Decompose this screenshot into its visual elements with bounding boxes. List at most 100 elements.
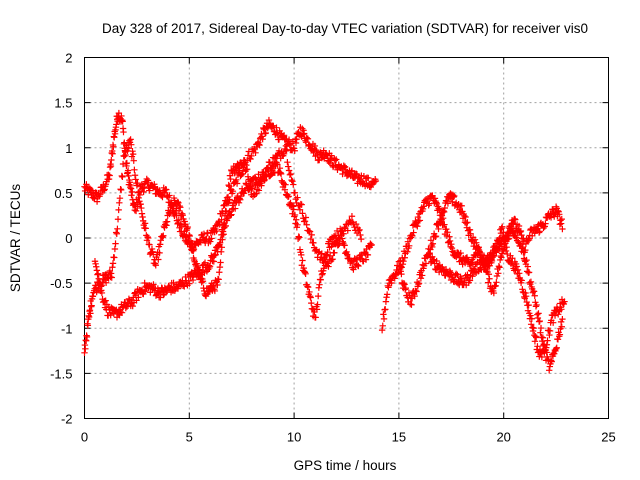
data-point-track-b [198, 279, 205, 286]
data-point-track-e [541, 223, 548, 230]
data-point-track-e [549, 206, 556, 213]
data-point-track-a [229, 187, 237, 195]
x-tick-label: 5 [186, 430, 193, 445]
data-point-track-e [475, 244, 482, 251]
data-point-track-a [265, 116, 273, 124]
data-point-track-d [414, 223, 421, 230]
data-point-track-a [144, 177, 152, 184]
data-point-track-b [108, 274, 115, 281]
data-point-track-c [330, 240, 337, 248]
data-point-track-c [193, 273, 201, 280]
data-point-track-b [117, 186, 124, 193]
data-point-track-f [534, 311, 541, 318]
data-point-track-d [534, 343, 541, 350]
data-point-track-d [527, 312, 534, 319]
data-point-track-d [409, 232, 416, 240]
data-point-track-a [151, 181, 158, 188]
data-point-track-e [554, 207, 562, 215]
data-point-track-e [429, 243, 436, 251]
x-tick-label: 10 [287, 430, 301, 445]
data-point-track-a [304, 135, 312, 142]
data-point-track-b [128, 141, 135, 148]
data-point-track-c [350, 266, 357, 273]
data-point-track-a [341, 164, 348, 171]
data-point-track-a [119, 118, 126, 125]
data-point-track-e [397, 268, 404, 275]
data-point-track-c [96, 279, 103, 287]
data-point-track-a [105, 175, 113, 183]
data-point-track-a [327, 156, 334, 163]
data-point-track-c [240, 189, 248, 197]
data-point-track-e [440, 208, 448, 216]
data-point-track-e [486, 275, 493, 282]
data-point-track-d [532, 333, 539, 340]
data-point-track-d [561, 298, 568, 305]
data-point-track-c [129, 302, 136, 310]
data-point-track-b [115, 206, 122, 214]
data-point-track-b [225, 181, 232, 189]
y-tick-label: -2 [61, 412, 73, 427]
data-point-track-d [383, 294, 390, 301]
data-point-track-a [90, 194, 98, 202]
data-point-track-a [102, 181, 110, 188]
data-point-track-c [295, 233, 302, 240]
data-point-track-e [495, 263, 503, 270]
data-point-track-a [256, 141, 263, 149]
data-point-track-b [87, 310, 94, 317]
data-point-track-c [323, 252, 330, 260]
data-point-track-b [156, 241, 164, 248]
data-point-track-a [252, 149, 259, 157]
data-point-track-e [444, 200, 452, 207]
data-point-track-b [325, 263, 332, 270]
data-point-track-b [113, 230, 120, 237]
data-point-track-f [535, 310, 542, 317]
data-point-track-c [307, 294, 314, 301]
data-point-track-b [243, 165, 251, 173]
data-point-track-c [324, 248, 331, 256]
data-point-track-e [440, 207, 447, 215]
data-point-track-e [492, 282, 499, 290]
data-point-track-e [426, 249, 433, 257]
data-point-track-a [120, 128, 127, 136]
data-point-track-a [113, 121, 120, 128]
data-point-track-f [525, 269, 533, 276]
data-point-track-f [547, 357, 555, 364]
data-point-track-f [538, 333, 545, 341]
data-point-track-d [433, 199, 440, 206]
data-point-track-f [519, 243, 526, 251]
data-point-track-c [206, 263, 214, 270]
data-point-track-d [399, 261, 407, 268]
data-point-track-f [524, 263, 532, 270]
data-point-track-d [382, 306, 389, 313]
data-point-track-b [241, 157, 248, 164]
data-point-track-b [136, 198, 143, 205]
data-point-track-c [274, 161, 281, 168]
data-point-track-f [478, 266, 485, 273]
data-point-track-b [119, 173, 126, 181]
data-point-track-b [227, 175, 234, 183]
data-point-track-e [438, 216, 445, 223]
data-point-track-c [312, 314, 319, 321]
data-point-track-e [395, 258, 403, 265]
data-point-track-f [442, 266, 450, 273]
data-point-track-f [551, 350, 558, 357]
data-point-track-f [543, 349, 550, 356]
data-point-track-e [557, 220, 565, 227]
data-point-track-f [518, 245, 526, 252]
data-point-track-e [413, 288, 420, 295]
data-point-track-a [108, 156, 115, 164]
data-point-track-b [138, 210, 146, 217]
data-point-track-d [405, 242, 413, 250]
data-point-track-b [188, 239, 195, 247]
data-point-track-e [518, 231, 525, 239]
data-point-track-f [556, 331, 564, 338]
data-point-track-a [158, 192, 165, 199]
data-point-track-a [331, 157, 339, 164]
data-point-track-a [285, 136, 293, 143]
data-point-track-b [310, 239, 317, 247]
data-point-track-e [437, 219, 444, 227]
data-point-track-d [441, 221, 448, 228]
data-point-track-b [139, 213, 146, 221]
data-point-track-b [176, 202, 183, 210]
data-point-track-d [527, 321, 535, 328]
